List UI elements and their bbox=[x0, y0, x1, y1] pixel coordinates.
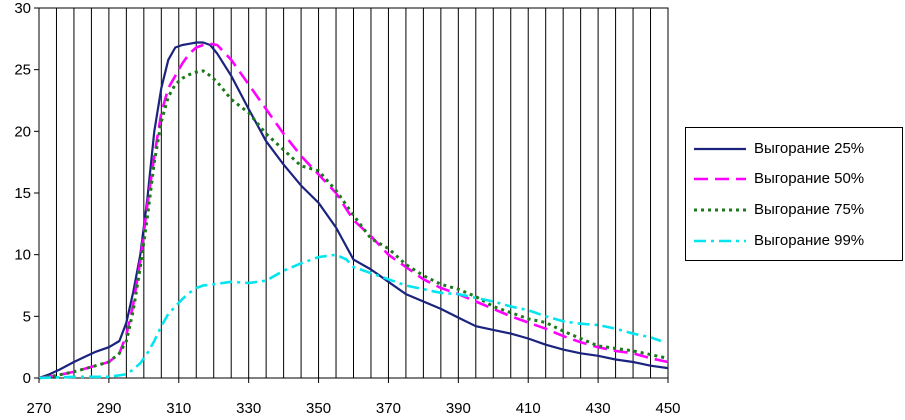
series-lines bbox=[38, 41, 669, 380]
series-line-2 bbox=[38, 42, 669, 380]
y-tick-label: 25 bbox=[14, 62, 31, 79]
y-axis: 0 5 10 15 20 25 30 bbox=[14, 0, 39, 387]
x-tick-label: 410 bbox=[516, 400, 541, 415]
legend-item: Выгорание 50% bbox=[686, 168, 902, 190]
x-axis: 270 290 310 330 350 370 390 410 430 450 bbox=[26, 378, 681, 417]
grid-lines bbox=[55, 8, 652, 378]
legend-label: Выгорание 99% bbox=[754, 232, 865, 249]
legend-label: Выгорание 75% bbox=[754, 201, 865, 218]
y-tick-label: 15 bbox=[14, 185, 31, 202]
x-tick-label: 350 bbox=[306, 400, 331, 415]
series-line-4 bbox=[38, 253, 662, 380]
legend-label: Выгорание 25% bbox=[754, 140, 865, 157]
legend-item: Выгорание 75% bbox=[686, 199, 902, 221]
y-tick-label: 0 bbox=[23, 370, 31, 387]
x-tick-label: 450 bbox=[655, 400, 680, 415]
x-tick-label: 390 bbox=[446, 400, 471, 415]
x-tick-label: 430 bbox=[586, 400, 611, 415]
x-tick-label: 290 bbox=[96, 400, 121, 415]
y-tick-label: 10 bbox=[14, 247, 31, 264]
legend-swatch bbox=[694, 147, 746, 151]
x-tick-label: 330 bbox=[236, 400, 261, 415]
legend-item: Выгорание 25% bbox=[686, 138, 902, 160]
x-tick-label: 310 bbox=[166, 400, 191, 415]
y-tick-label: 5 bbox=[23, 308, 31, 325]
y-tick-label: 30 bbox=[14, 0, 31, 17]
x-tick-label: 370 bbox=[376, 400, 401, 415]
legend-swatch bbox=[694, 239, 746, 243]
legend-item: Выгорание 99% bbox=[686, 230, 902, 252]
x-tick-label: 270 bbox=[26, 400, 51, 415]
legend-label: Выгорание 50% bbox=[754, 170, 865, 187]
series-line-3 bbox=[38, 69, 669, 380]
y-tick-label: 20 bbox=[14, 123, 31, 140]
legend: Выгорание 25% Выгорание 50% Выгорание 75… bbox=[685, 127, 903, 261]
legend-swatch bbox=[694, 208, 746, 212]
legend-swatch bbox=[694, 177, 746, 181]
